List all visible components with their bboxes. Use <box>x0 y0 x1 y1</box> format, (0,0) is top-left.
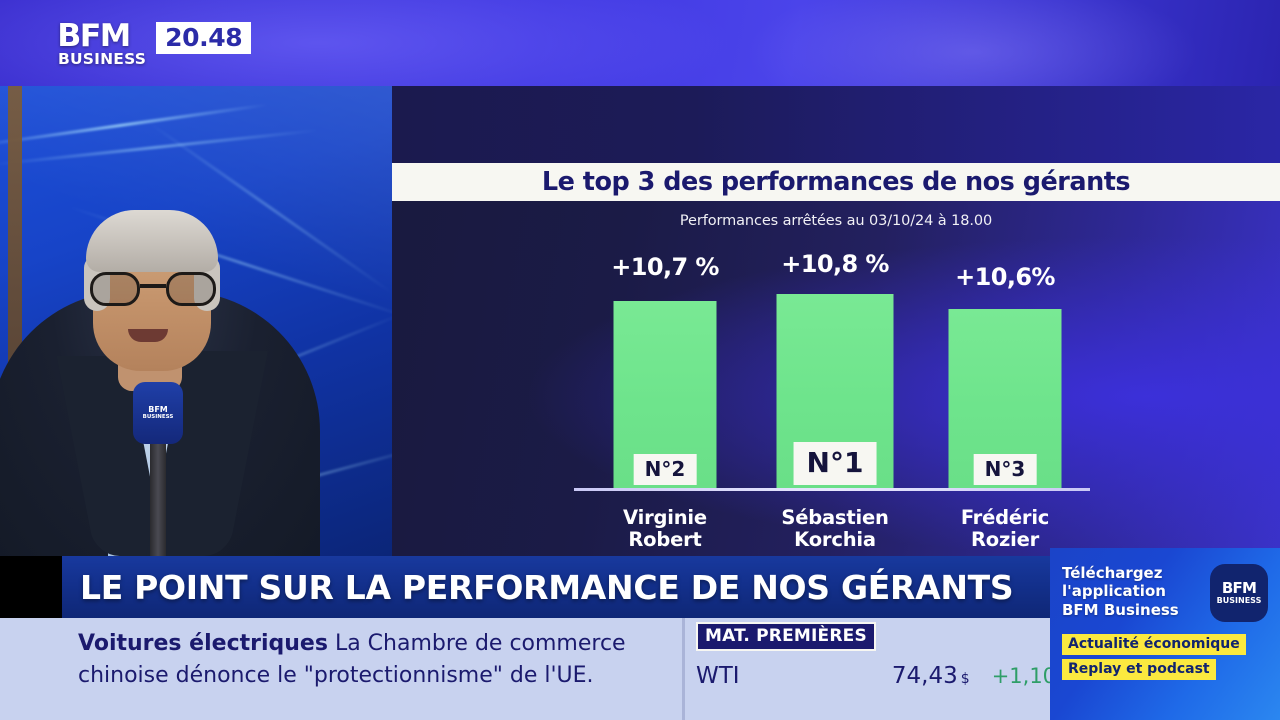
chart-title-band: Le top 3 des performances de nos gérants <box>392 163 1280 201</box>
market-price: 74,43 <box>891 663 958 689</box>
bar-value-label: +10,7 % <box>611 253 719 281</box>
bar-group: +10,6% N°3 <box>930 249 1080 501</box>
ticker-divider <box>682 618 685 720</box>
chart-panel-top-fill <box>392 86 1280 163</box>
chart-panel: Le top 3 des performances de nos gérants… <box>392 86 1280 556</box>
bar-group: +10,7 % N°2 <box>590 249 740 501</box>
rank-badge: N°2 <box>633 454 697 485</box>
studio-video-feed: BFM BUSINESS <box>0 86 392 556</box>
mic-logo-main: BFM <box>148 404 168 414</box>
ticker-news-topic: Voitures électriques <box>78 631 328 656</box>
mouth <box>128 329 168 342</box>
microphone-head: BFM BUSINESS <box>133 382 183 444</box>
guest-speaker: BFM BUSINESS <box>0 156 320 556</box>
studio-pole <box>8 86 22 376</box>
chart-body: Performances arrêtées au 03/10/24 à 18.0… <box>392 201 1280 556</box>
ticker-news-body: La Chambre de commerce chinoise dénonce … <box>78 631 626 688</box>
microphone-stem <box>150 426 166 556</box>
promo-badge-news: Actualité économique <box>1062 634 1246 656</box>
market-data-block: MAT. PREMIÈRES WTI 74,43 $ +1,10% <box>696 622 1076 689</box>
promo-line-2: l'application <box>1062 582 1166 601</box>
category-name-line1: Frédéric <box>960 506 1050 529</box>
category-name-line2: Korchia <box>794 527 876 551</box>
market-section-label: MAT. PREMIÈRES <box>696 622 876 651</box>
promo-line-1: Téléchargez <box>1062 564 1163 582</box>
app-icon-logo-main: BFM <box>1221 579 1257 597</box>
rank-badge: N°3 <box>973 454 1037 485</box>
market-currency-symbol: $ <box>960 671 970 687</box>
bar-value-label: +10,8 % <box>781 250 889 278</box>
lower-third-headline-banner: LE POINT SUR LA PERFORMANCE DE NOS GÉRAN… <box>62 556 1060 618</box>
category-name-line2: Robert <box>628 527 702 551</box>
bar-value-label: +10,6% <box>955 263 1055 291</box>
chart-baseline-axis <box>574 488 1090 491</box>
hair <box>86 210 218 272</box>
app-icon-logo-sub: BUSINESS <box>1216 596 1262 605</box>
bar-category-label: Frédéric Rozier <box>930 507 1080 551</box>
chart-title: Le top 3 des performances de nos gérants <box>541 167 1131 197</box>
bfm-logo-sub: BUSINESS <box>58 49 147 68</box>
headline-text: LE POINT SUR LA PERFORMANCE DE NOS GÉRAN… <box>80 567 1014 607</box>
app-promo-block: Téléchargez l'application BFM Business B… <box>1050 548 1280 720</box>
eyeglasses-icon <box>90 272 216 306</box>
promo-line-3: BFM Business <box>1062 600 1179 619</box>
chart-subtitle: Performances arrêtées au 03/10/24 à 18.0… <box>679 213 993 229</box>
bar-category-label: Sébastien Korchia <box>760 507 910 551</box>
promo-headline: Téléchargez l'application BFM Business <box>1062 564 1179 619</box>
channel-header-bar: BFM BUSINESS 20.48 <box>0 0 1280 86</box>
bar-category-label: Virginie Robert <box>590 507 740 551</box>
lens-left <box>90 272 140 306</box>
rank-badge: N°1 <box>793 442 877 485</box>
promo-badge-replay: Replay et podcast <box>1062 659 1216 681</box>
bfm-logo-main: BFM <box>57 18 131 54</box>
category-name-line1: Sébastien <box>781 506 889 529</box>
category-name-line2: Rozier <box>970 527 1040 551</box>
mic-logo-sub: BUSINESS <box>142 413 174 420</box>
channel-logo: BFM BUSINESS 20.48 <box>57 18 252 68</box>
ticker-news-item: Voitures électriques La Chambre de comme… <box>78 628 658 692</box>
glasses-bridge <box>140 284 166 288</box>
bar-group: +10,8 % N°1 <box>760 249 910 501</box>
app-icon: BFM BUSINESS <box>1210 564 1268 622</box>
category-name-line1: Virginie <box>623 506 707 529</box>
market-instrument-name: WTI <box>696 663 740 689</box>
lens-right <box>166 272 216 306</box>
bfm-wordmark: BFM BUSINESS <box>57 18 147 68</box>
promo-badges: Actualité économique Replay et podcast <box>1062 634 1246 684</box>
bar-chart-plot: +10,7 % N°2 Virginie Robert +10,8 % N°1 … <box>392 249 1280 550</box>
market-row: WTI 74,43 $ +1,10% <box>696 663 1076 689</box>
onscreen-clock: 20.48 <box>156 22 252 54</box>
